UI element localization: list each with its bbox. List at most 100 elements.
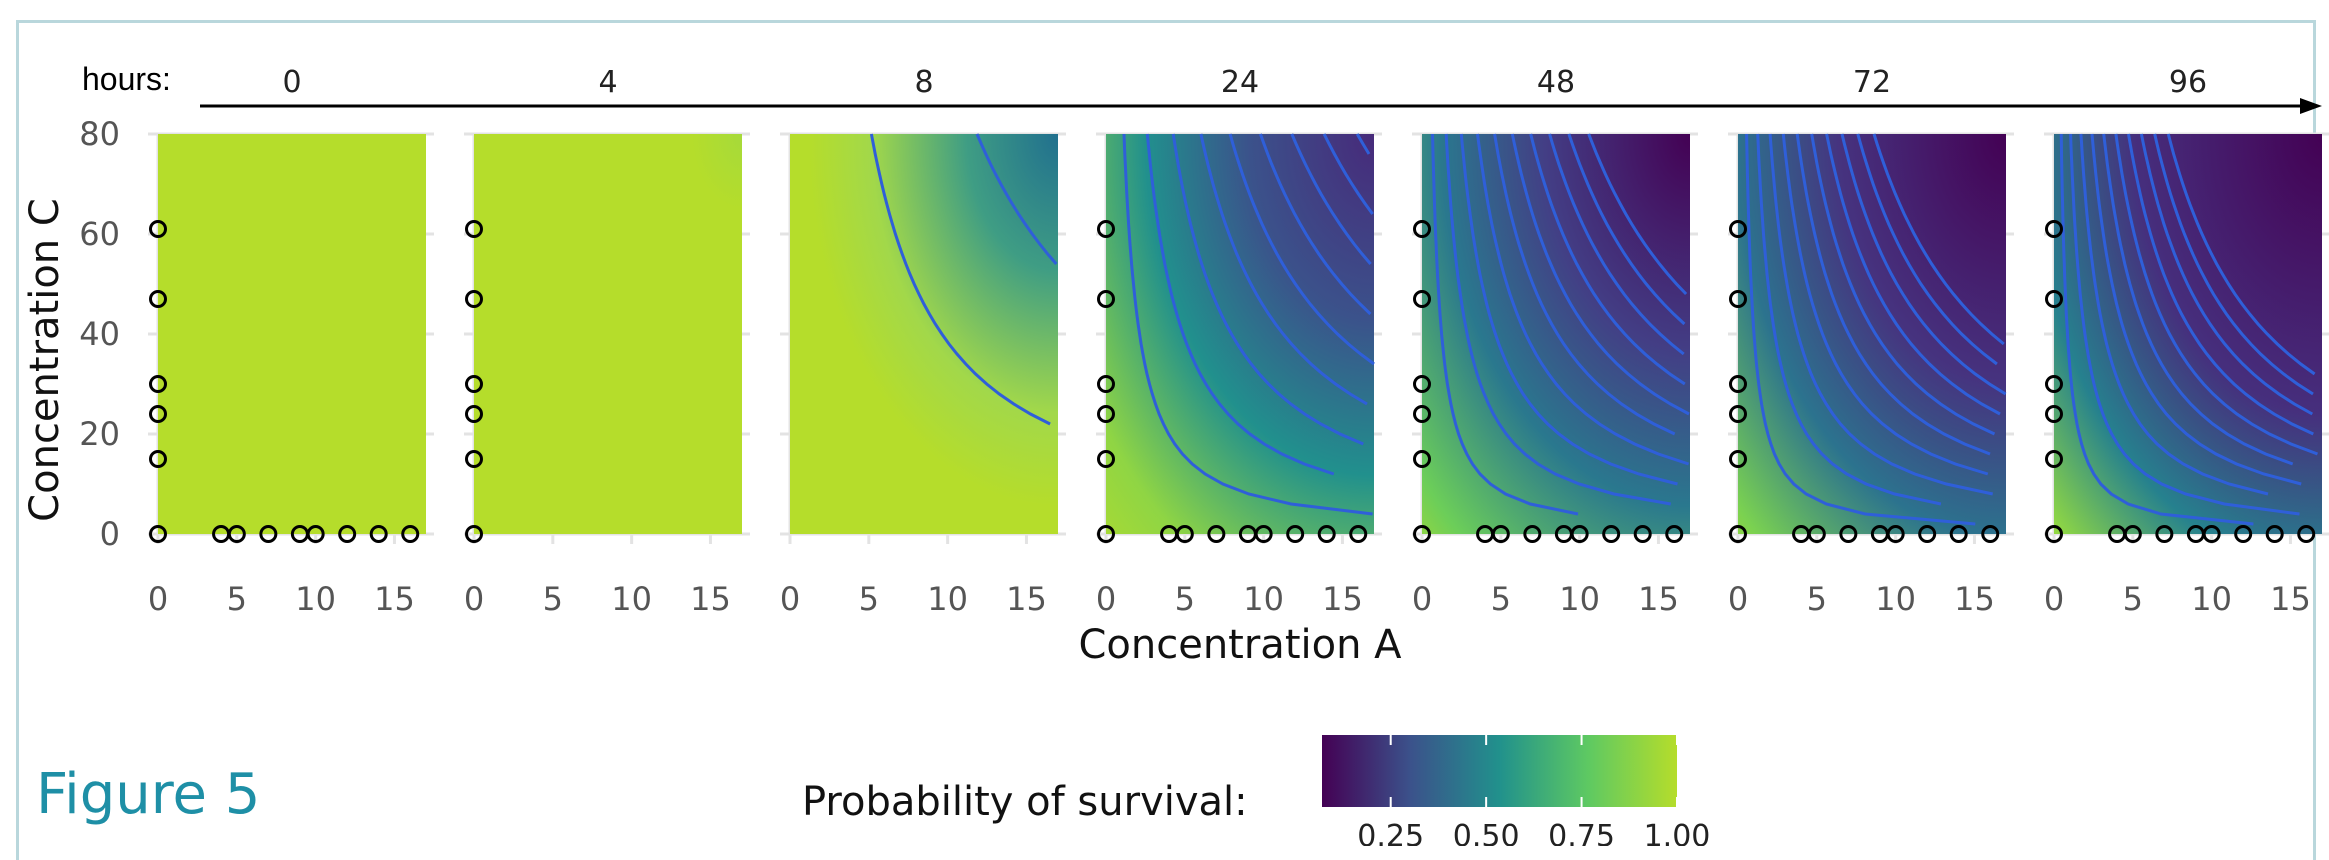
- x-tick-label: 15: [1322, 580, 1363, 618]
- time-tick-label: 96: [2169, 65, 2207, 100]
- y-tick-label: 20: [79, 415, 120, 453]
- x-tick-label: 5: [1175, 580, 1195, 618]
- contour-line: [2139, 133, 2314, 416]
- contour-line: [1548, 133, 1685, 356]
- contour-line: [1290, 133, 1372, 265]
- contour-line: [1795, 133, 1991, 456]
- observation-point: [1097, 450, 1115, 468]
- observation-point: [465, 450, 483, 468]
- colorbar-tick-label: 0.25: [1357, 819, 1424, 846]
- time-axis-label: hours:: [82, 61, 171, 97]
- y-tick-label: 80: [79, 115, 120, 153]
- observation-point: [401, 525, 420, 543]
- observation-point: [1097, 375, 1115, 393]
- x-tick-label: 0: [1096, 580, 1116, 618]
- time-tick-label: 8: [914, 65, 933, 100]
- observation-point: [465, 290, 483, 308]
- contour-line: [869, 133, 1051, 426]
- heatmap-fill: [1738, 134, 2006, 534]
- contour-line: [1444, 133, 1671, 506]
- observation-point: [465, 220, 483, 238]
- heatmap-panels: 0 0 5 10 15 4 0 5 10 15 8 0 5 10 15 24 0 5 10 15 48 0 5 10 15 72 0…: [148, 65, 2329, 618]
- observation-point: [1729, 290, 1747, 308]
- x-tick-label: 10: [1559, 580, 1600, 618]
- contour-line: [2059, 133, 2254, 526]
- observation-point: [1097, 405, 1115, 423]
- observation-point: [149, 405, 167, 423]
- panel-4h: 4 0 5 10 15: [464, 65, 750, 618]
- observation-point: [1254, 525, 1273, 543]
- observation-point: [149, 450, 167, 468]
- x-tick-label: 10: [927, 580, 968, 618]
- contour-line: [1493, 133, 1676, 436]
- observation-point: [2045, 220, 2063, 238]
- contour-line: [1825, 133, 2001, 416]
- observation-point: [1413, 375, 1431, 393]
- x-tick-label: 0: [2044, 580, 2064, 618]
- contour-line: [2153, 133, 2314, 396]
- observation-point: [465, 375, 483, 393]
- observation-point: [1729, 220, 1747, 238]
- x-tick-label: 0: [1728, 580, 1748, 618]
- x-tick-label: 5: [2123, 580, 2143, 618]
- observation-point: [1413, 290, 1431, 308]
- x-tick-label: 15: [1954, 580, 1995, 618]
- x-tick-label: 15: [2270, 580, 2311, 618]
- observation-point: [306, 525, 325, 543]
- x-tick-label: 0: [464, 580, 484, 618]
- observation-point: [2202, 525, 2221, 543]
- observation-point: [1286, 525, 1305, 543]
- observation-point: [259, 525, 278, 543]
- observation-point: [2297, 525, 2316, 543]
- time-tick-label: 0: [282, 65, 301, 100]
- observation-point: [1729, 405, 1747, 423]
- observation-point: [465, 525, 483, 543]
- observation-point: [149, 220, 167, 238]
- contour-line: [1781, 133, 1989, 476]
- contour-line: [1510, 133, 1690, 416]
- observation-point: [1949, 525, 1968, 543]
- heatmap-fill: [790, 134, 1058, 534]
- contour-line: [1145, 133, 1335, 476]
- observation-point: [1602, 525, 1621, 543]
- observation-point: [2045, 450, 2063, 468]
- observation-point: [149, 290, 167, 308]
- contour-line: [2166, 133, 2316, 376]
- observation-point: [1491, 525, 1510, 543]
- x-tick-label: 5: [227, 580, 247, 618]
- contour-line: [1856, 133, 1998, 366]
- contour-line: [1228, 133, 1375, 366]
- time-tick-label: 24: [1221, 65, 1259, 100]
- time-axis-arrow-head: [2300, 98, 2322, 114]
- observation-point: [227, 525, 246, 543]
- observation-point: [1570, 525, 1589, 543]
- colorbar: [1322, 735, 1677, 807]
- contour-line: [2079, 133, 2269, 496]
- observation-point: [1317, 525, 1336, 543]
- y-tick-label: 0: [100, 515, 120, 553]
- contour-line: [1756, 133, 1942, 506]
- contour-line: [1810, 133, 1996, 436]
- observation-point: [149, 525, 167, 543]
- panel-48h: 48 0 5 10 15: [1412, 65, 1698, 618]
- y-axis-ticks: 0 20 40 60 80: [79, 115, 120, 553]
- observation-point: [1839, 525, 1858, 543]
- observation-point: [1175, 525, 1194, 543]
- observation-point: [1413, 405, 1431, 423]
- colorbar-ticks: 0.25 0.50 0.75 1.00: [1357, 735, 1710, 846]
- x-tick-label: 5: [1807, 580, 1827, 618]
- heatmap-fill: [158, 134, 426, 534]
- time-tick-label: 72: [1853, 65, 1891, 100]
- panel-8h: 8 0 5 10 15: [780, 65, 1066, 618]
- panel-96h: 96 0 5 10 15: [2044, 65, 2329, 618]
- x-tick-label: 15: [374, 580, 415, 618]
- contour-line: [2102, 133, 2294, 466]
- x-tick-label: 10: [611, 580, 652, 618]
- observation-point: [1349, 525, 1368, 543]
- observation-point: [2045, 290, 2063, 308]
- contour-line: [1355, 133, 1371, 155]
- panel-72h: 72 0 5 10 15: [1728, 65, 2014, 618]
- x-tick-label: 15: [690, 580, 731, 618]
- y-tick-label: 40: [79, 315, 120, 353]
